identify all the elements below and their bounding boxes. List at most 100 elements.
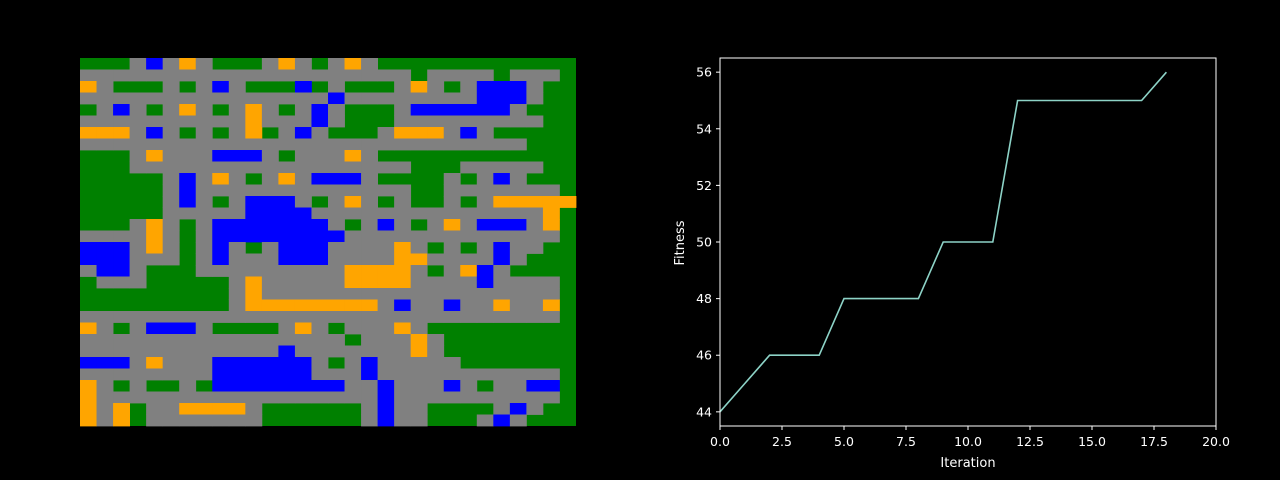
road-tile xyxy=(493,207,511,220)
road-tile xyxy=(427,334,445,346)
road-tile xyxy=(179,391,197,404)
sand-tile xyxy=(146,219,164,231)
sand-tile xyxy=(344,276,362,289)
road-tile xyxy=(179,357,197,369)
road-tile xyxy=(493,161,511,174)
road-tile xyxy=(394,288,412,300)
road-tile xyxy=(212,265,230,277)
road-tile xyxy=(526,242,544,254)
road-tile xyxy=(212,311,230,323)
road-tile xyxy=(146,391,164,404)
water-tile xyxy=(212,380,230,392)
water-tile xyxy=(344,173,362,185)
road-tile xyxy=(96,92,114,105)
road-tile xyxy=(328,265,345,277)
road-tile xyxy=(179,161,197,174)
road-tile xyxy=(162,184,180,197)
sand-tile xyxy=(344,196,362,208)
road-tile xyxy=(195,357,213,369)
road-tile xyxy=(526,69,544,82)
x-tick-label: 20.0 xyxy=(1202,434,1230,449)
road-tile xyxy=(394,92,412,105)
road-tile xyxy=(311,184,329,197)
road-tile xyxy=(410,265,428,277)
road-tile xyxy=(443,276,461,289)
road-tile xyxy=(361,414,378,427)
water-tile xyxy=(294,219,312,231)
road-tile xyxy=(410,288,428,300)
road-tile xyxy=(410,115,428,128)
water-tile xyxy=(328,380,345,392)
road-tile xyxy=(162,173,180,185)
water-tile xyxy=(328,173,345,185)
road-tile xyxy=(261,391,279,404)
road-tile xyxy=(261,253,279,266)
road-tile xyxy=(361,288,378,300)
sand-tile xyxy=(394,253,412,266)
water-tile xyxy=(311,104,329,116)
road-tile xyxy=(162,161,180,174)
road-tile xyxy=(146,138,164,151)
road-tile xyxy=(526,368,544,381)
water-tile xyxy=(96,253,114,266)
road-tile xyxy=(162,311,180,323)
road-tile xyxy=(80,334,97,346)
road-tile xyxy=(361,334,378,346)
road-tile xyxy=(328,196,345,208)
road-tile xyxy=(129,138,147,151)
sand-tile xyxy=(410,334,428,346)
sand-tile xyxy=(146,230,164,243)
road-tile xyxy=(394,115,412,128)
water-tile xyxy=(493,104,511,116)
sand-tile xyxy=(245,115,263,128)
road-tile xyxy=(377,92,395,105)
road-tile xyxy=(328,334,345,346)
road-tile xyxy=(476,184,494,197)
road-tile xyxy=(129,357,147,369)
road-tile xyxy=(509,242,527,254)
road-tile xyxy=(410,357,428,369)
water-tile xyxy=(542,380,560,392)
road-tile xyxy=(278,265,296,277)
road-tile xyxy=(162,414,180,427)
road-tile xyxy=(146,414,164,427)
sand-tile xyxy=(361,299,378,312)
road-tile xyxy=(129,253,147,266)
road-tile xyxy=(460,311,478,323)
road-tile xyxy=(493,391,511,404)
water-tile xyxy=(493,92,511,105)
road-tile xyxy=(344,288,362,300)
road-tile xyxy=(261,288,279,300)
road-tile xyxy=(96,380,114,392)
road-tile xyxy=(361,253,378,266)
road-tile xyxy=(278,311,296,323)
road-tile xyxy=(328,58,345,70)
road-tile xyxy=(542,368,560,381)
water-tile xyxy=(278,380,296,392)
road-tile xyxy=(328,161,345,174)
road-tile xyxy=(476,196,494,208)
road-tile xyxy=(443,92,461,105)
road-tile xyxy=(129,92,147,105)
water-tile xyxy=(228,230,246,243)
sand-tile xyxy=(80,380,97,392)
road-tile xyxy=(361,207,378,220)
road-tile xyxy=(443,184,461,197)
road-tile xyxy=(195,69,213,82)
road-tile xyxy=(344,230,362,243)
water-tile xyxy=(245,196,263,208)
road-tile xyxy=(542,184,560,197)
road-tile xyxy=(96,322,114,335)
road-tile xyxy=(311,368,329,381)
road-tile xyxy=(509,173,527,185)
water-tile xyxy=(96,357,114,369)
road-tile xyxy=(195,242,213,254)
sand-tile xyxy=(245,299,263,312)
road-tile xyxy=(261,69,279,82)
road-tile xyxy=(427,380,445,392)
road-tile xyxy=(195,322,213,335)
water-tile xyxy=(443,299,461,312)
road-tile xyxy=(476,391,494,404)
road-tile xyxy=(212,391,230,404)
